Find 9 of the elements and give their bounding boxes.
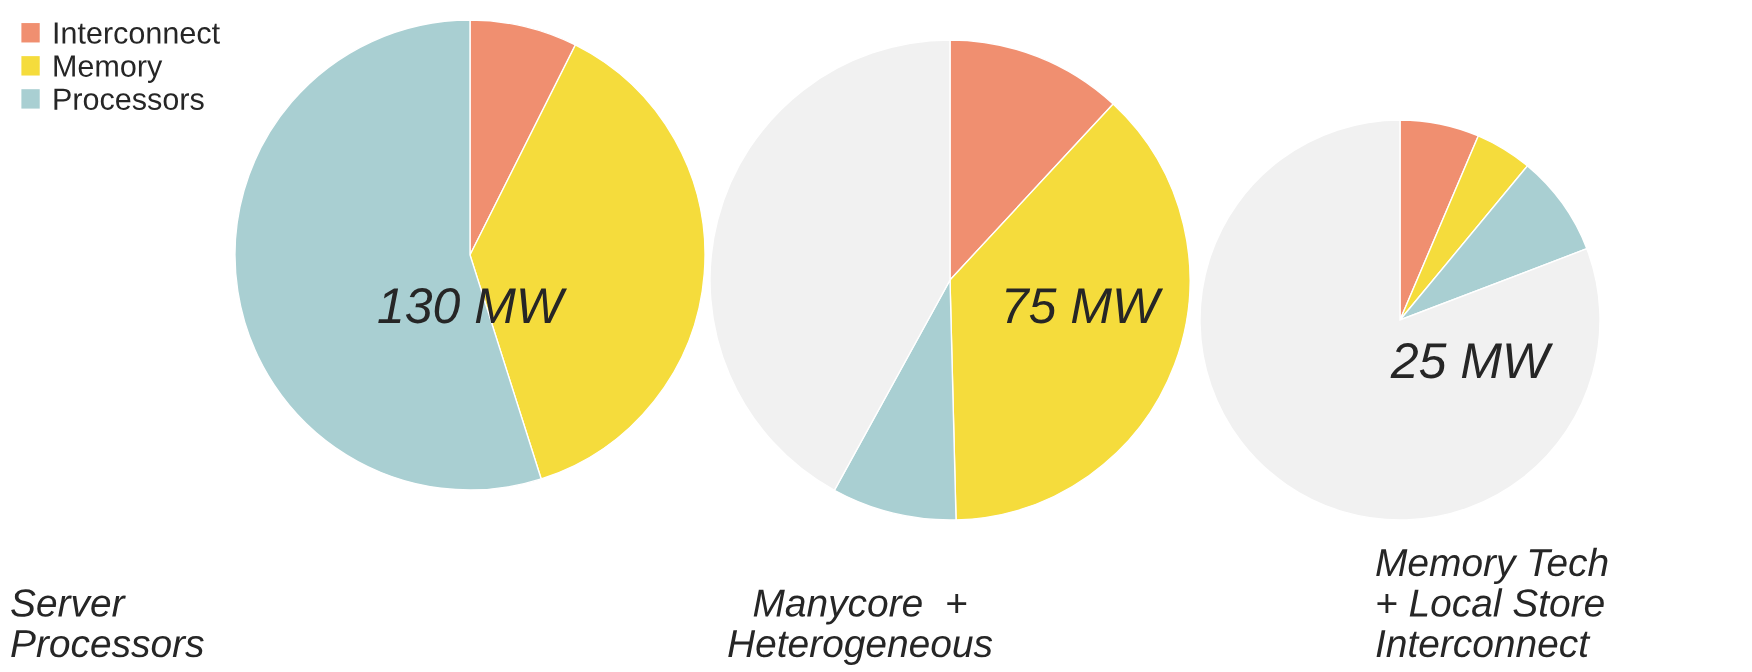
legend-label: Memory (54, 55, 163, 83)
text: Manycore + Heterogeneous (728, 589, 993, 665)
text: Memory Tech + Local Store Interconnect (1376, 547, 1608, 658)
pie-slice (1199, 119, 1601, 521)
legend-label: Processors (54, 88, 204, 110)
text: Server Processors (11, 589, 204, 658)
text: 25 MW (1390, 343, 1554, 379)
legend-label: Interconnect (54, 22, 220, 44)
text: 75 MW (1006, 288, 1164, 324)
